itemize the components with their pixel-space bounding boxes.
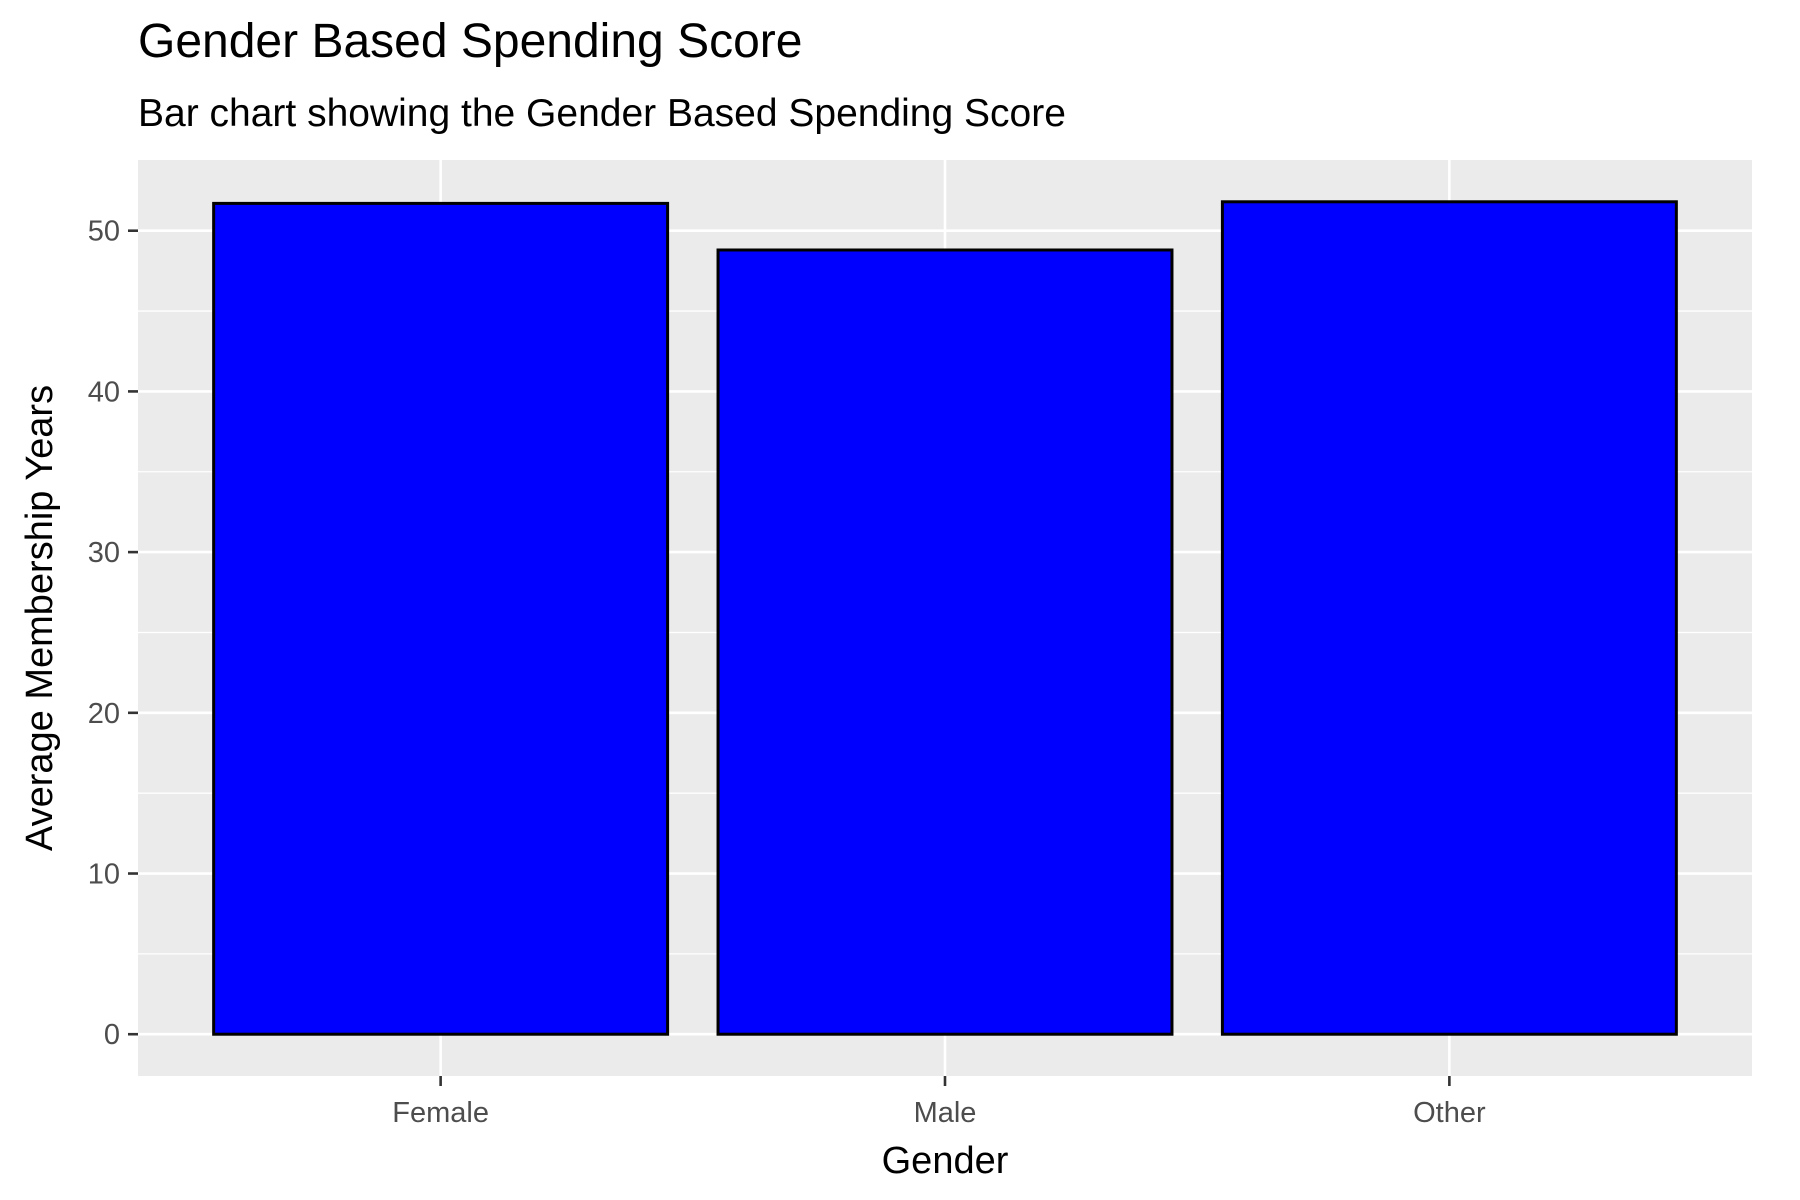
- y-tick-label: 0: [104, 1019, 120, 1051]
- bar-series: [212, 200, 1678, 1036]
- chart-subtitle: Bar chart showing the Gender Based Spend…: [138, 92, 1066, 135]
- chart-title: Gender Based Spending Score: [138, 15, 803, 68]
- bar-male: [716, 248, 1174, 1036]
- y-tick-label: 50: [88, 216, 120, 248]
- x-axis-title: Gender: [882, 1140, 1009, 1182]
- bar-female: [212, 201, 670, 1036]
- y-tick-label: 20: [88, 698, 120, 730]
- y-axis: 0 10 20 30 40 50: [88, 216, 138, 1051]
- y-tick-label: 30: [88, 537, 120, 569]
- x-tick-label: Other: [1413, 1097, 1486, 1129]
- bar-other: [1220, 200, 1678, 1036]
- x-tick-label: Male: [914, 1097, 977, 1129]
- y-tick-label: 40: [88, 376, 120, 408]
- y-axis-title: Average Membership Years: [19, 385, 61, 851]
- x-axis: Female Male Other: [392, 1076, 1486, 1129]
- x-tick-label: Female: [392, 1097, 489, 1129]
- y-tick-label: 10: [88, 859, 120, 891]
